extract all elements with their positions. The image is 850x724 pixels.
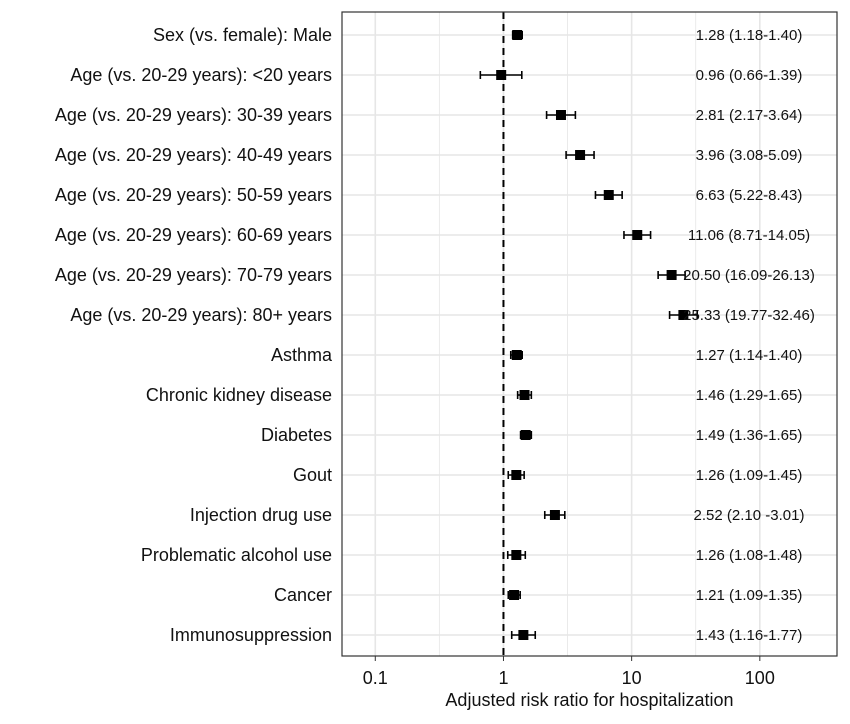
estimate-value: 25.33 (19.77-32.46) bbox=[683, 307, 815, 324]
estimate-value: 11.06 (8.71-14.05) bbox=[688, 227, 810, 244]
estimate-value: 0.96 (0.66-1.39) bbox=[696, 67, 803, 84]
point-estimate bbox=[555, 110, 566, 120]
x-tick-label: 0.1 bbox=[363, 668, 388, 688]
estimate-value: 1.49 (1.36-1.65) bbox=[696, 427, 803, 444]
estimate-value: 6.63 (5.22-8.43) bbox=[696, 187, 803, 204]
estimate-value: 2.52 (2.10 -3.01) bbox=[694, 507, 805, 524]
point-estimate bbox=[575, 150, 586, 160]
row-label: Chronic kidney disease bbox=[146, 385, 332, 405]
x-tick-label: 100 bbox=[745, 668, 775, 688]
row-labels: Sex (vs. female): Male Age (vs. 20-29 yea… bbox=[55, 25, 333, 645]
row-label: Immunosuppression bbox=[170, 625, 332, 645]
point-estimate bbox=[678, 310, 689, 320]
plot-panel-background bbox=[342, 12, 837, 656]
point-estimate bbox=[512, 30, 523, 40]
estimate-value: 1.46 (1.29-1.65) bbox=[696, 387, 803, 404]
x-axis-ticks: 0.1 1 10 100 bbox=[363, 656, 775, 688]
plot-panel-border bbox=[341, 11, 838, 657]
row-label: Cancer bbox=[274, 585, 332, 605]
estimate-value: 3.96 (3.08-5.09) bbox=[696, 147, 803, 164]
row-label: Age (vs. 20-29 years): 80+ years bbox=[70, 305, 332, 325]
point-estimate bbox=[511, 470, 522, 480]
estimate-value: 1.21 (1.09-1.35) bbox=[696, 587, 803, 604]
point-estimate bbox=[632, 230, 643, 240]
x-axis-title: Adjusted risk ratio for hospitalization bbox=[445, 690, 733, 710]
row-label: Age (vs. 20-29 years): 30-39 years bbox=[55, 105, 332, 125]
row-label: Age (vs. 20-29 years): 40-49 years bbox=[55, 145, 332, 165]
row-label: Sex (vs. female): Male bbox=[153, 25, 332, 45]
point-estimate bbox=[509, 590, 520, 600]
row-label: Age (vs. 20-29 years): 60-69 years bbox=[55, 225, 332, 245]
estimate-value: 1.26 (1.09-1.45) bbox=[696, 467, 803, 484]
point-estimate bbox=[520, 430, 531, 440]
point-estimate bbox=[496, 70, 507, 80]
estimate-value: 2.81 (2.17-3.64) bbox=[696, 107, 803, 124]
point-estimate bbox=[511, 550, 522, 560]
row-label: Diabetes bbox=[261, 425, 332, 445]
point-estimate bbox=[603, 190, 614, 200]
point-estimate bbox=[519, 390, 530, 400]
row-label: Age (vs. 20-29 years): 50-59 years bbox=[55, 185, 332, 205]
row-label: Asthma bbox=[271, 345, 333, 365]
point-estimate bbox=[666, 270, 677, 280]
estimate-value: 1.26 (1.08-1.48) bbox=[696, 547, 803, 564]
row-label: Injection drug use bbox=[190, 505, 332, 525]
estimate-value: 20.50 (16.09-26.13) bbox=[683, 267, 815, 284]
row-label: Gout bbox=[293, 465, 332, 485]
point-estimate bbox=[549, 510, 560, 520]
estimate-value: 1.27 (1.14-1.40) bbox=[696, 347, 803, 364]
estimates bbox=[479, 30, 698, 640]
row-label: Problematic alcohol use bbox=[141, 545, 332, 565]
estimate-value: 1.43 (1.16-1.77) bbox=[696, 627, 803, 644]
estimate-values: 1.28 (1.18-1.40) 0.96 (0.66-1.39) 2.81 (2.… bbox=[683, 27, 815, 644]
row-label: Age (vs. 20-29 years): 70-79 years bbox=[55, 265, 332, 285]
grid bbox=[342, 12, 837, 656]
point-estimate bbox=[518, 630, 529, 640]
estimate-value: 1.28 (1.18-1.40) bbox=[696, 27, 803, 44]
x-tick-label: 1 bbox=[498, 668, 508, 688]
x-tick-label: 10 bbox=[622, 668, 642, 688]
point-estimate bbox=[511, 350, 522, 360]
row-label: Age (vs. 20-29 years): <20 years bbox=[70, 65, 332, 85]
